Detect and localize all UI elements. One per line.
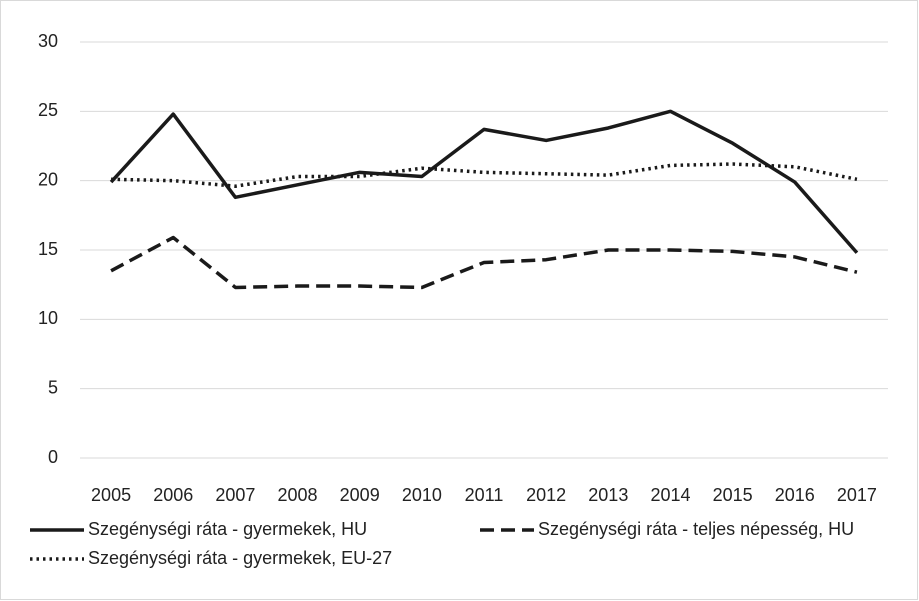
- legend-label: Szegénységi ráta - gyermekek, HU: [88, 519, 367, 539]
- series-line: [110, 235, 858, 290]
- x-tick-label: 2017: [837, 485, 877, 505]
- x-tick-label: 2015: [713, 485, 753, 505]
- x-tick-label: 2012: [526, 485, 566, 505]
- legend-label: Szegénységi ráta - teljes népesség, HU: [538, 519, 854, 539]
- y-tick-label: 5: [48, 377, 58, 397]
- y-tick-label: 25: [38, 100, 58, 120]
- series-line: [111, 162, 858, 188]
- y-tick-label: 15: [38, 239, 58, 259]
- y-tick-label: 0: [48, 447, 58, 467]
- y-tick-label: 30: [38, 31, 58, 51]
- x-tick-label: 2008: [278, 485, 318, 505]
- x-tick-label: 2014: [650, 485, 690, 505]
- y-tick-label: 10: [38, 308, 58, 328]
- x-tick-label: 2005: [91, 485, 131, 505]
- x-tick-label: 2006: [153, 485, 193, 505]
- x-tick-label: 2009: [340, 485, 380, 505]
- x-tick-label: 2013: [588, 485, 628, 505]
- series-line: [109, 109, 859, 254]
- legend-label: Szegénységi ráta - gyermekek, EU-27: [88, 548, 392, 568]
- y-tick-label: 20: [38, 169, 58, 189]
- x-tick-label: 2010: [402, 485, 442, 505]
- x-tick-label: 2011: [465, 485, 504, 505]
- x-tick-label: 2016: [775, 485, 815, 505]
- x-tick-label: 2007: [215, 485, 255, 505]
